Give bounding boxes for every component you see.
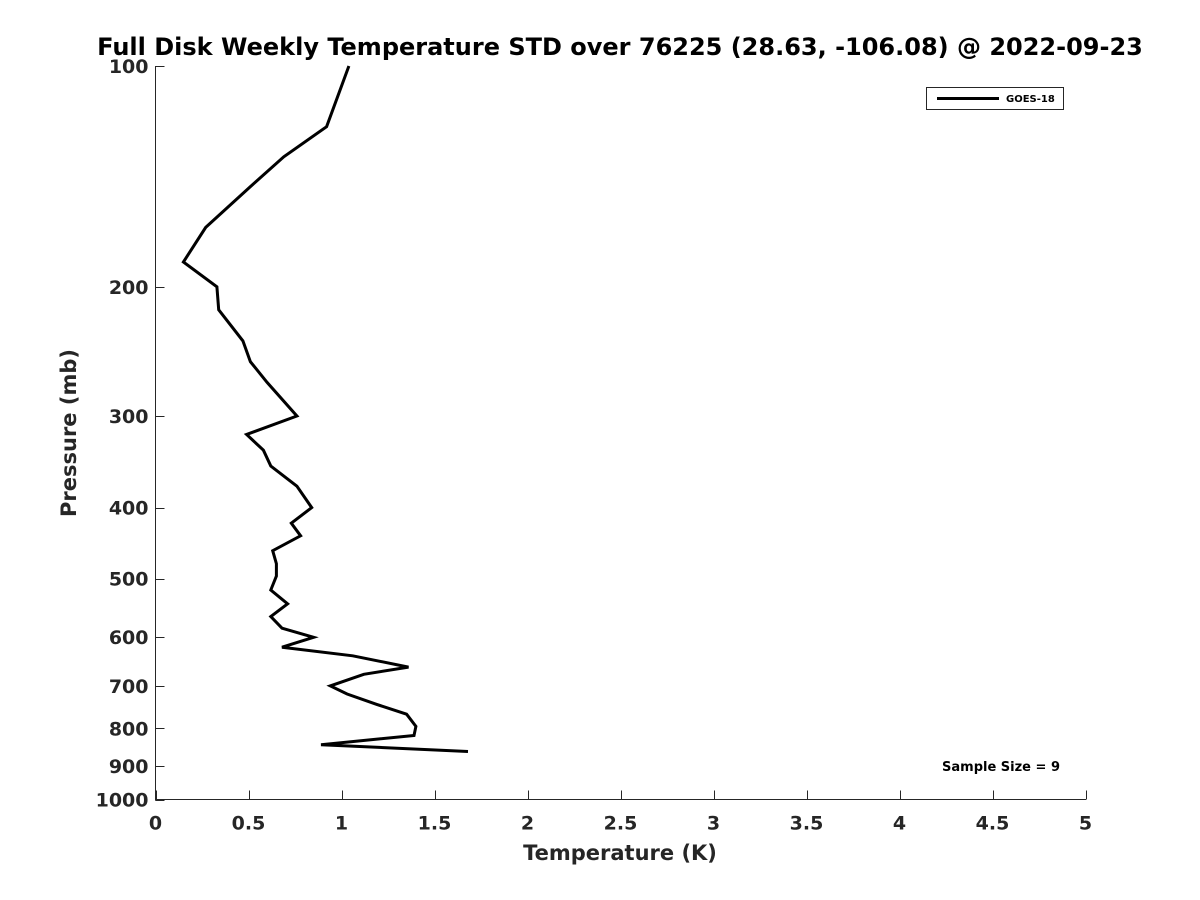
y-tick-label: 200 [109,277,149,299]
x-tick-label: 4.5 [976,813,1010,835]
y-tick-label: 1000 [96,790,149,812]
x-tick-label: 0 [149,813,162,835]
x-tick-label: 3.5 [790,813,824,835]
x-tick-label: 1.5 [418,813,452,835]
y-axis-ticks: 100 200 300 400 500 600 700 800 900 1000 [96,56,165,812]
plot-area [181,65,469,753]
x-tick-label: 1 [335,813,348,835]
legend-label: GOES-18 [1006,94,1055,105]
x-tick-label: 2.5 [604,813,638,835]
x-tick-label: 4 [893,813,906,835]
legend: GOES-18 [926,87,1064,110]
x-axis-label: Temperature (K) [523,841,717,865]
x-axis-ticks: 0 0.5 1 1.5 2 2.5 3 3.5 4 4.5 5 [149,790,1092,835]
x-tick-label: 2 [521,813,534,835]
y-axis-label: Pressure (mb) [57,349,81,517]
x-tick-label: 3 [707,813,720,835]
y-tick-label: 300 [109,406,149,428]
y-tick-label: 500 [109,569,149,591]
y-tick-label: 800 [109,718,149,740]
x-tick-label: 0.5 [232,813,266,835]
series-line-goes-18 [181,65,469,753]
chart-title: Full Disk Weekly Temperature STD over 76… [97,33,1143,61]
sample-size-annotation: Sample Size = 9 [942,760,1060,775]
y-tick-label: 600 [109,627,149,649]
y-tick-label: 400 [109,498,149,520]
y-tick-label: 700 [109,676,149,698]
x-tick-label: 5 [1079,813,1092,835]
y-tick-label: 100 [109,56,149,78]
y-tick-label: 900 [109,756,149,778]
